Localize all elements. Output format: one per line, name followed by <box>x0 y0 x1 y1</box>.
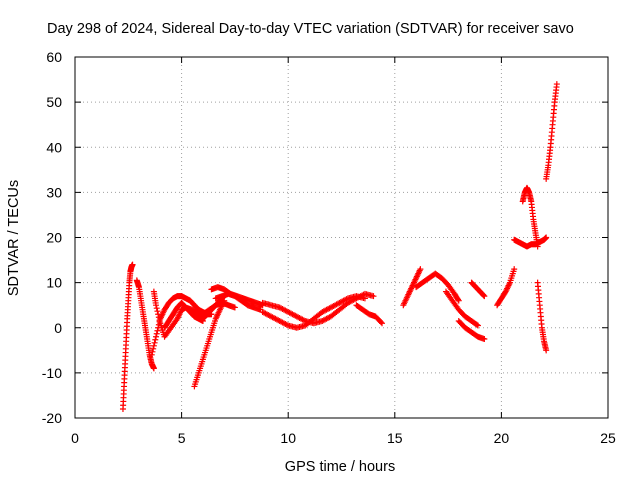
data-point <box>455 297 462 304</box>
series-arc-m <box>400 266 424 309</box>
data-point <box>231 304 238 311</box>
x-tick-label: 15 <box>387 430 403 446</box>
y-tick-label: 20 <box>46 230 62 246</box>
data-point <box>377 319 384 326</box>
plot-frame <box>74 56 609 419</box>
series-arc-b <box>133 277 157 372</box>
data-points <box>119 81 560 412</box>
data-point <box>474 322 481 329</box>
data-point <box>361 295 368 302</box>
x-tick-label: 10 <box>280 430 296 446</box>
y-tick-label: 0 <box>54 320 62 336</box>
series-arc-p <box>455 317 488 343</box>
data-point <box>553 81 560 88</box>
data-point <box>473 321 480 328</box>
y-tick-label: 40 <box>46 139 62 155</box>
series-arc-q <box>468 279 488 300</box>
data-point <box>543 347 550 354</box>
y-tick-label: 30 <box>46 184 62 200</box>
series-arc-s <box>511 234 550 250</box>
data-point <box>153 302 160 309</box>
data-point <box>152 336 159 343</box>
x-axis-label: GPS time / hours <box>285 459 395 475</box>
x-tick-label: 5 <box>178 430 186 446</box>
data-point <box>150 342 157 349</box>
data-point <box>543 234 550 241</box>
series-arc-t <box>519 184 541 250</box>
series-arc-u <box>534 279 550 354</box>
series-arc-a <box>119 261 136 412</box>
data-point <box>481 336 488 343</box>
series-arc-k <box>259 293 368 331</box>
data-point <box>534 243 541 250</box>
series-arc-r <box>494 266 518 309</box>
data-point <box>150 365 157 372</box>
data-point <box>151 339 158 346</box>
series-arc-e <box>161 299 206 331</box>
data-point <box>148 351 155 358</box>
y-tick-label: -10 <box>42 365 62 381</box>
y-axis-label: SDTVAR / TECUs <box>6 180 22 296</box>
series-arc-v <box>543 81 560 182</box>
axis-ticks: 0 5 10 15 20 25 -20 -10 0 10 20 30 40 50 60 <box>42 49 616 446</box>
data-point <box>370 293 377 300</box>
series-arc-o <box>442 288 481 329</box>
series-arc-n <box>413 270 462 304</box>
data-point <box>129 261 136 268</box>
grid-lines <box>75 57 608 418</box>
data-point <box>154 308 161 315</box>
y-tick-label: 60 <box>46 49 62 65</box>
data-point <box>480 292 487 299</box>
data-point <box>156 317 163 324</box>
x-tick-label: 20 <box>494 430 510 446</box>
series-arc-l <box>353 302 386 327</box>
series-arc-f <box>191 297 228 390</box>
chart-title: Day 298 of 2024, Sidereal Day-to-day VTE… <box>47 21 574 37</box>
data-point <box>153 330 160 337</box>
data-point <box>155 311 162 318</box>
data-point <box>455 296 462 303</box>
data-point <box>153 305 160 312</box>
data-point <box>199 317 206 324</box>
y-tick-label: -20 <box>42 410 62 426</box>
data-point <box>379 320 386 327</box>
y-tick-label: 10 <box>46 275 62 291</box>
data-point <box>511 266 518 273</box>
data-point <box>154 327 161 334</box>
data-point <box>155 314 162 321</box>
data-point <box>150 345 157 352</box>
data-point <box>417 266 424 273</box>
x-tick-label: 25 <box>600 430 616 446</box>
y-tick-label: 50 <box>46 94 62 110</box>
data-point <box>481 293 488 300</box>
data-point <box>153 333 160 340</box>
x-tick-label: 0 <box>71 430 79 446</box>
data-point <box>149 348 156 355</box>
series-arc-i <box>199 299 238 318</box>
